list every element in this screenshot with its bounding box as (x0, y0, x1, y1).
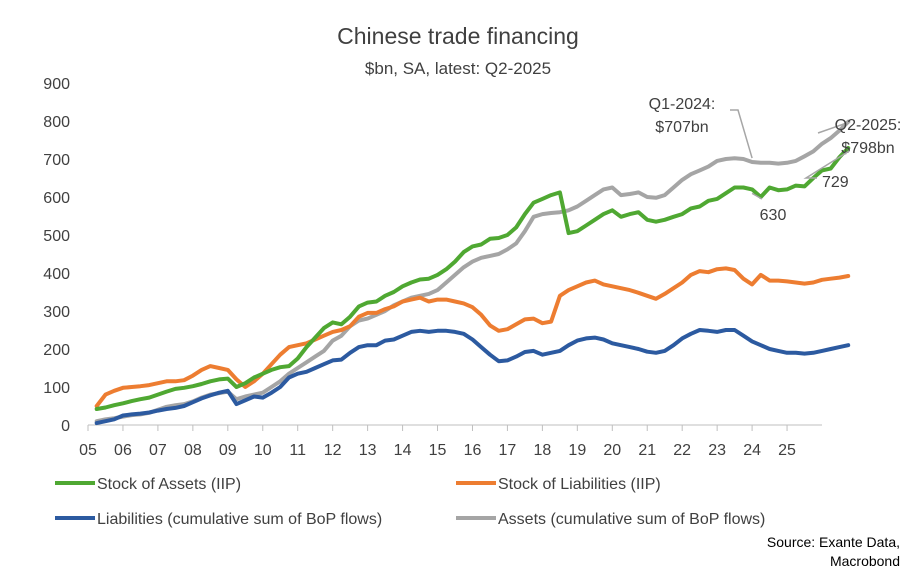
legend-label: Stock of Liabilities (IIP) (498, 476, 661, 493)
y-tick-label: 900 (43, 76, 70, 93)
annotation-label: $707bn (655, 119, 708, 136)
annotation-label: $798bn (841, 140, 894, 157)
x-tick-label: 22 (673, 442, 691, 459)
legend-label: Liabilities (cumulative sum of BoP flows… (97, 511, 382, 528)
x-tick-label: 07 (149, 442, 167, 459)
source-text: Source: Exante Data, (767, 534, 900, 550)
y-tick-label: 700 (43, 152, 70, 169)
y-tick-label: 100 (43, 380, 70, 397)
series-lines (94, 119, 851, 426)
legend-label: Assets (cumulative sum of BoP flows) (498, 511, 765, 528)
series-line-1 (94, 146, 851, 411)
x-tick-label: 24 (743, 442, 761, 459)
x-tick-label: 09 (219, 442, 237, 459)
x-tick-label: 15 (429, 442, 447, 459)
x-tick-label: 10 (254, 442, 272, 459)
series-line-2 (94, 266, 851, 408)
annotation-leader (803, 150, 850, 179)
legend-label: Stock of Assets (IIP) (97, 476, 241, 493)
x-tick-label: 06 (114, 442, 132, 459)
annotation-label: Q1-2024: (649, 96, 716, 113)
x-tick-label: 12 (324, 442, 342, 459)
annotation-label: 630 (760, 207, 787, 224)
annotations: Q1-2024: $707bn Q2-2025: $798bn 630 729 (649, 96, 902, 224)
source-text: Macrobond (830, 553, 900, 569)
x-tick-label: 23 (708, 442, 726, 459)
series-line-3 (94, 328, 851, 426)
y-tick-label: 400 (43, 266, 70, 283)
chart-subtitle: $bn, SA, latest: Q2-2025 (365, 59, 551, 78)
x-tick-label: 16 (464, 442, 482, 459)
source-note: Source: Exante Data, Macrobond (767, 534, 900, 569)
x-tick-label: 21 (638, 442, 656, 459)
x-tick-label: 20 (603, 442, 621, 459)
y-tick-label: 800 (43, 114, 70, 131)
x-tick-label: 19 (568, 442, 586, 459)
x-tick-label: 11 (289, 442, 306, 459)
y-tick-label: 200 (43, 342, 70, 359)
y-axis: 0 100 200 300 400 500 600 700 800 900 (43, 76, 70, 435)
x-tick-label: 25 (778, 442, 796, 459)
x-tick-label: 08 (184, 442, 202, 459)
x-tick-label: 14 (394, 442, 412, 459)
annotation-label: 729 (822, 174, 849, 191)
annotation-leader (817, 121, 851, 134)
x-tick-label: 17 (499, 442, 517, 459)
y-tick-label: 600 (43, 190, 70, 207)
y-tick-label: 500 (43, 228, 70, 245)
y-tick-label: 0 (61, 418, 70, 435)
x-axis: 05 06 07 08 09 10 11 12 13 14 15 16 17 18 19 20 21 22 23 24… (79, 425, 796, 459)
annotation-leader (751, 192, 763, 200)
legend: Stock of Assets (IIP) Stock of Liabilitie… (55, 476, 765, 528)
x-tick-label: 05 (79, 442, 97, 459)
annotation-leader (730, 109, 753, 159)
x-tick-label: 13 (359, 442, 377, 459)
chart-title: Chinese trade financing (337, 23, 579, 49)
x-tick-label: 18 (533, 442, 551, 459)
annotation-label: Q2-2025: (835, 117, 902, 134)
y-tick-label: 300 (43, 304, 70, 321)
